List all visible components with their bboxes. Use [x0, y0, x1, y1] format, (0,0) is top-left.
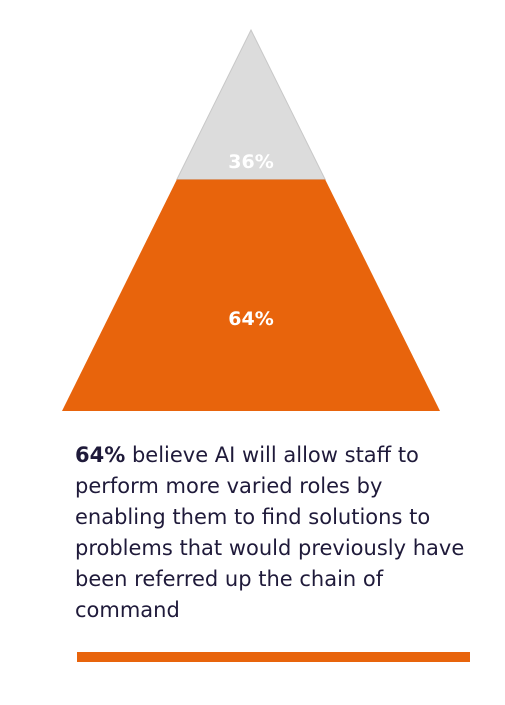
caption-body: believe AI will allow staff to perform m…	[75, 443, 465, 622]
caption-text: 64% believe AI will allow staff to perfo…	[75, 440, 475, 626]
pyramid-segment-bottom	[62, 179, 440, 411]
segment-label-top: 36%	[228, 151, 273, 173]
segment-label-bottom: 64%	[228, 308, 273, 330]
pyramid-chart: 36% 64%	[62, 28, 440, 411]
divider-bar	[77, 652, 470, 662]
caption-highlight: 64%	[75, 443, 126, 467]
